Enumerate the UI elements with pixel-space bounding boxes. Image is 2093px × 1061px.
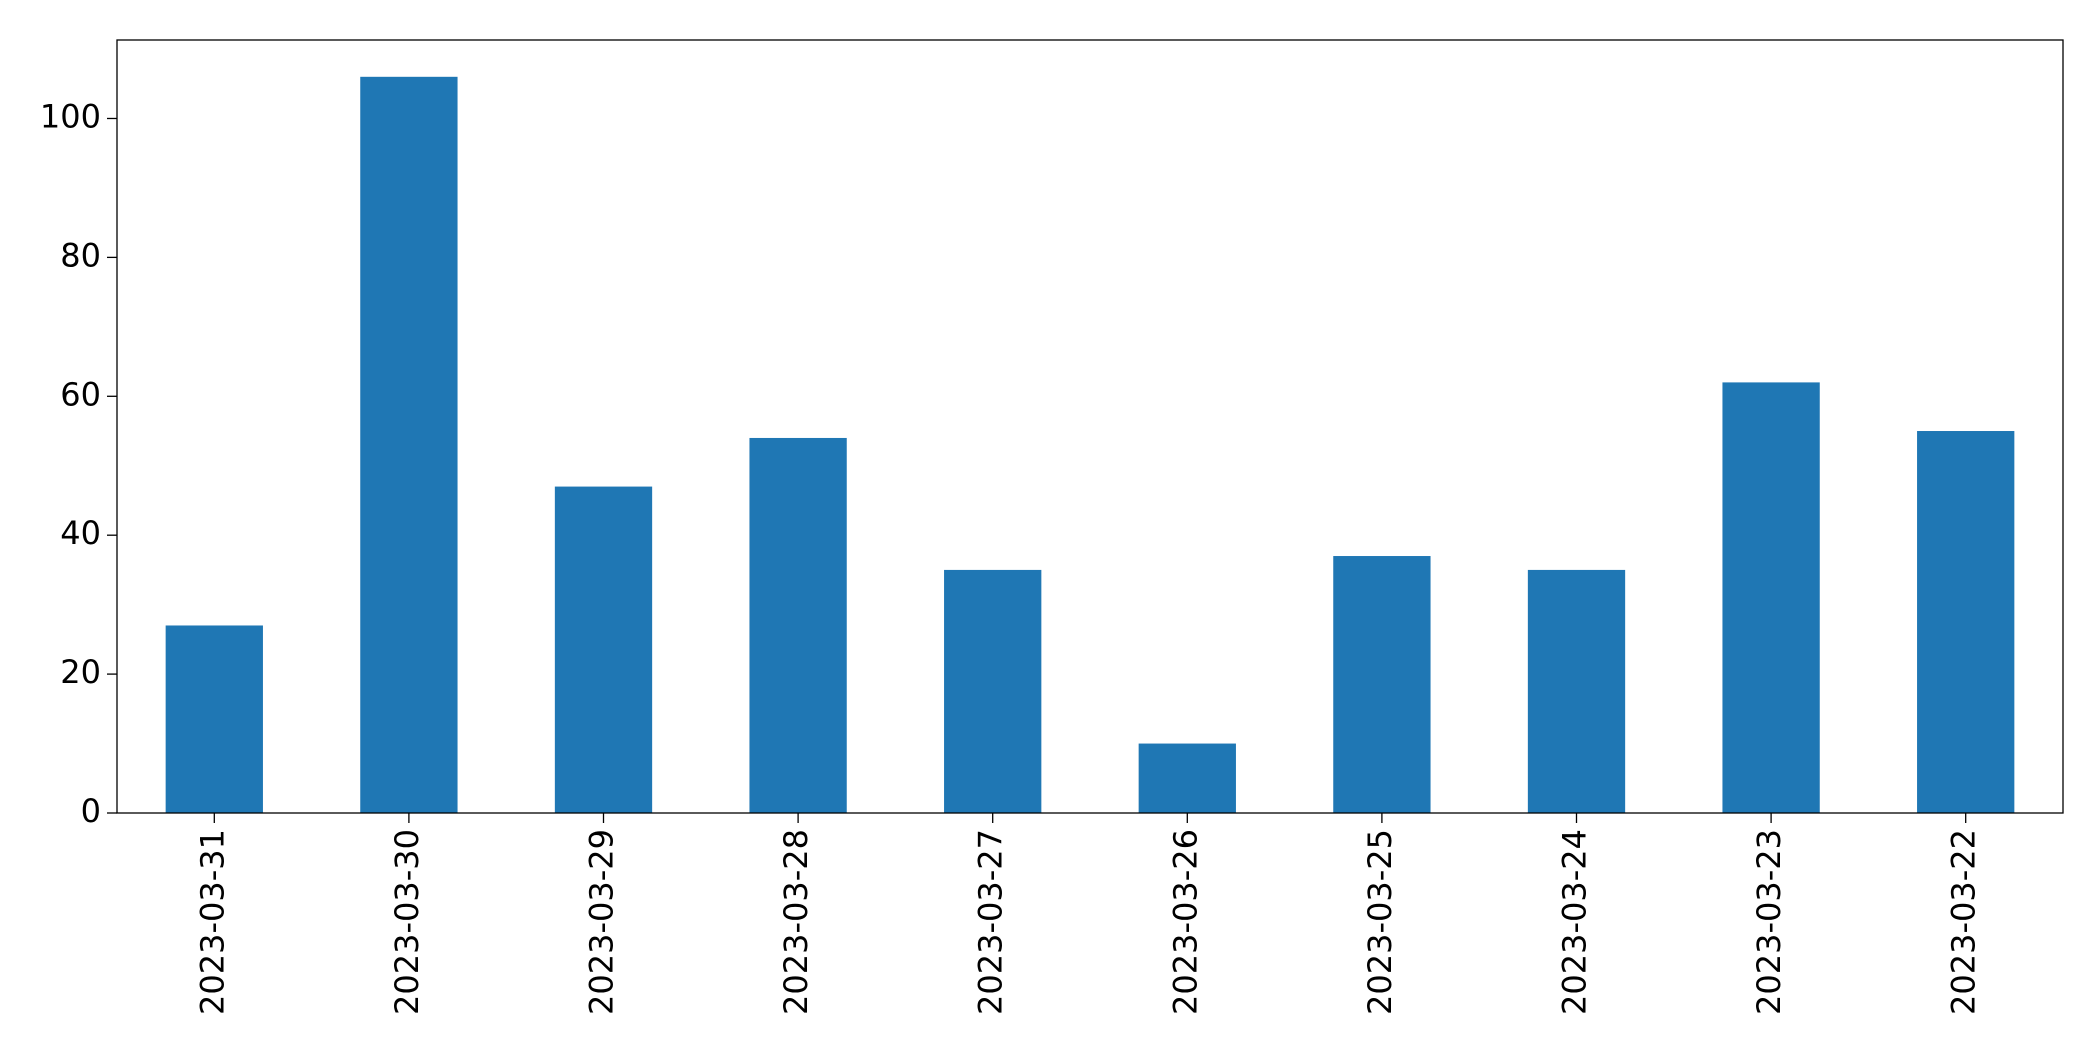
bar xyxy=(944,569,1042,813)
bar xyxy=(554,486,653,813)
plot-frame xyxy=(116,39,2064,814)
bar xyxy=(165,625,263,813)
x-tick-label: 2023-03-24 xyxy=(1556,829,1594,1015)
x-tick-label: 2023-03-23 xyxy=(1750,829,1788,1015)
y-tick-label: 20 xyxy=(60,653,101,691)
x-tick-label: 2023-03-28 xyxy=(777,829,815,1015)
bar xyxy=(1138,743,1236,813)
y-tick-label: 0 xyxy=(81,792,101,830)
y-tick-label: 40 xyxy=(60,514,101,552)
bar xyxy=(1917,431,2015,813)
x-tick-label: 2023-03-25 xyxy=(1361,829,1399,1015)
bar xyxy=(1527,569,1626,813)
x-tick-label: 2023-03-30 xyxy=(388,829,426,1015)
bar xyxy=(1722,382,1820,813)
bar xyxy=(749,437,847,813)
x-tick-label: 2023-03-27 xyxy=(972,829,1010,1015)
y-tick-label: 100 xyxy=(40,97,101,135)
bar xyxy=(360,76,458,814)
bar xyxy=(1333,556,1431,813)
x-tick-label: 2023-03-22 xyxy=(1945,829,1983,1015)
x-tick-label: 2023-03-29 xyxy=(583,829,621,1015)
x-tick-label: 2023-03-31 xyxy=(193,829,231,1015)
y-tick-label: 80 xyxy=(60,236,101,274)
x-tick-label: 2023-03-26 xyxy=(1166,829,1204,1015)
y-tick-label: 60 xyxy=(60,375,101,413)
